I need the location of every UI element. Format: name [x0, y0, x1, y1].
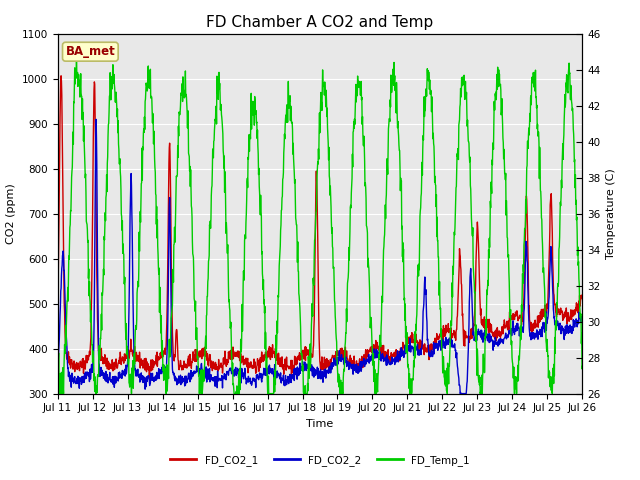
Y-axis label: CO2 (ppm): CO2 (ppm): [6, 183, 16, 244]
Legend: FD_CO2_1, FD_CO2_2, FD_Temp_1: FD_CO2_1, FD_CO2_2, FD_Temp_1: [166, 451, 474, 470]
Title: FD Chamber A CO2 and Temp: FD Chamber A CO2 and Temp: [206, 15, 434, 30]
Y-axis label: Temperature (C): Temperature (C): [606, 168, 616, 259]
Text: BA_met: BA_met: [65, 45, 115, 58]
X-axis label: Time: Time: [307, 419, 333, 429]
